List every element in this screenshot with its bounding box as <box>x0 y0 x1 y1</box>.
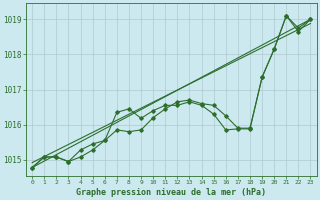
X-axis label: Graphe pression niveau de la mer (hPa): Graphe pression niveau de la mer (hPa) <box>76 188 266 197</box>
